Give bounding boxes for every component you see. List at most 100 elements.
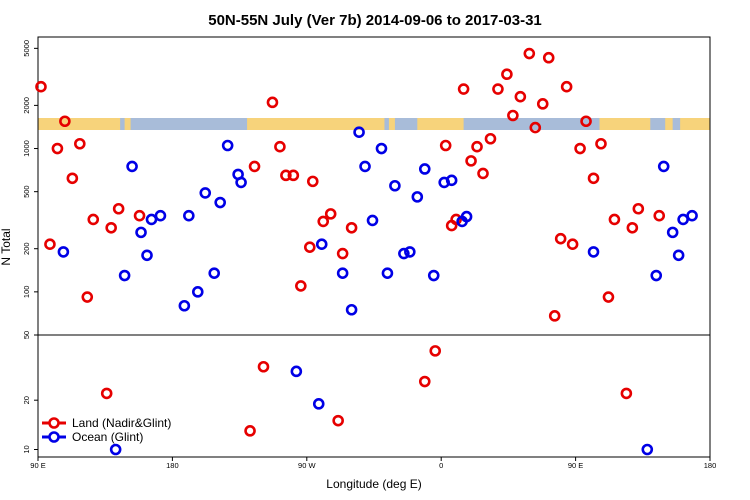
series-1-point-18 (312, 398, 325, 410)
series-0-point-22 (317, 215, 330, 228)
series-1-point-16 (235, 176, 247, 189)
series-0-point-7 (87, 213, 100, 226)
legend-land-label: Land (Nadir&Glint) (72, 416, 171, 430)
y-axis-label: N Total (0, 228, 13, 265)
series-0-point-48 (566, 238, 579, 251)
series-0-point-24 (332, 414, 344, 427)
series-1-point-9 (183, 209, 195, 222)
land-band-0 (38, 118, 121, 130)
x-tick-label-1: 180 (166, 461, 179, 470)
land-band-4 (417, 118, 464, 130)
axes: 90 E 180 90 W 0 90 E 180 100 200 500 1000 2000 5000… (22, 40, 716, 470)
series-0-point-9 (105, 221, 117, 234)
series-0-point-21 (306, 175, 319, 188)
series-1-point-40 (657, 160, 670, 173)
series-1-point-23 (359, 160, 371, 173)
series-1-point-37 (587, 246, 600, 258)
series-1-point-22 (353, 126, 365, 138)
series-0-point-14 (257, 360, 270, 373)
series-0-point-42 (529, 121, 542, 134)
series-1-point-7 (154, 209, 167, 222)
data-points (35, 47, 698, 456)
series-0-point-11 (133, 209, 146, 222)
series-1-point-21 (345, 303, 358, 316)
series-0-point-19 (295, 280, 307, 292)
series-0-point-27 (418, 375, 431, 388)
series-1-point-28 (398, 247, 410, 260)
land-ocean-mask (38, 118, 710, 130)
series-1-point-29 (404, 246, 416, 258)
series-0-point-33 (465, 155, 477, 167)
series-0-point-23 (324, 208, 337, 220)
series-0-point-49 (574, 142, 586, 155)
legend-ocean-marker (48, 431, 60, 443)
x-tick-label-5: 180 (704, 461, 717, 470)
series-0-point-58 (653, 209, 666, 222)
series-0-point-36 (484, 132, 497, 145)
y-lower-tick-label-2: 50 (22, 331, 31, 339)
series-1-point-13 (214, 196, 226, 209)
series-0-point-10 (112, 202, 125, 215)
series-1-point-0 (57, 246, 70, 258)
x-tick-label-0: 90 E (30, 461, 45, 470)
series-0-point-37 (492, 83, 504, 95)
series-1-point-10 (191, 286, 204, 298)
y-upper-tick-label-4: 2000 (22, 97, 31, 114)
series-1-point-6 (145, 213, 158, 226)
land-band-2 (247, 118, 385, 130)
series-0-point-35 (477, 167, 489, 180)
series-1-point-24 (366, 214, 379, 227)
legend: Land (Nadir&Glint) Ocean (Glint) (42, 416, 171, 444)
y-upper-tick-label-1: 200 (22, 242, 31, 255)
series-0-point-13 (248, 160, 261, 173)
series-0-point-4 (66, 172, 79, 185)
series-0-point-38 (501, 68, 513, 81)
series-0-point-5 (74, 137, 86, 150)
series-0-point-2 (51, 142, 64, 155)
series-1-point-26 (381, 267, 394, 279)
y-upper-tick-label-5: 5000 (22, 40, 31, 57)
series-0-point-40 (514, 90, 527, 103)
series-0-point-45 (548, 310, 561, 322)
series-1-point-8 (178, 299, 191, 312)
series-0-point-3 (59, 115, 71, 128)
series-0-point-20 (303, 241, 316, 253)
series-0-point-15 (266, 96, 279, 109)
land-band-1 (124, 118, 131, 130)
series-1-point-2 (118, 269, 131, 282)
series-1-point-30 (411, 191, 424, 203)
series-0-point-46 (554, 232, 567, 245)
series-0-point-34 (471, 140, 483, 153)
series-1-point-11 (199, 187, 212, 199)
series-0-point-12 (244, 425, 256, 437)
plot-frame (37, 36, 711, 458)
series-1-point-38 (641, 443, 654, 456)
series-0-point-17 (280, 169, 292, 182)
series-0-point-52 (595, 137, 607, 150)
series-0-point-53 (602, 291, 615, 303)
series-1-point-3 (126, 160, 138, 173)
series-0-point-32 (457, 83, 470, 95)
series-0-point-25 (336, 247, 349, 260)
series-0-point-8 (100, 387, 113, 400)
x-tick-label-4: 90 E (568, 461, 583, 470)
land-band-5 (599, 118, 651, 130)
series-1-point-12 (208, 267, 221, 279)
series-0-point-50 (580, 115, 592, 128)
series-0-point-26 (345, 221, 358, 234)
land-band-3 (388, 118, 395, 130)
series-0-point-51 (587, 172, 600, 185)
series-1-point-4 (135, 226, 147, 239)
series-0-point-43 (536, 98, 549, 110)
y-lower-tick-label-1: 20 (22, 396, 31, 404)
series-0-point-57 (632, 202, 645, 215)
series-1-point-39 (650, 269, 663, 282)
chart-title: 50N-55N July (Ver 7b) 2014-09-06 to 2017… (208, 12, 542, 29)
land-band-7 (680, 118, 710, 130)
series-1-point-14 (221, 139, 234, 152)
x-tick-label-2: 90 W (298, 461, 316, 470)
series-0-point-56 (626, 221, 639, 234)
y-lower-tick-label-0: 10 (22, 445, 31, 453)
series-0-point-54 (608, 213, 621, 226)
